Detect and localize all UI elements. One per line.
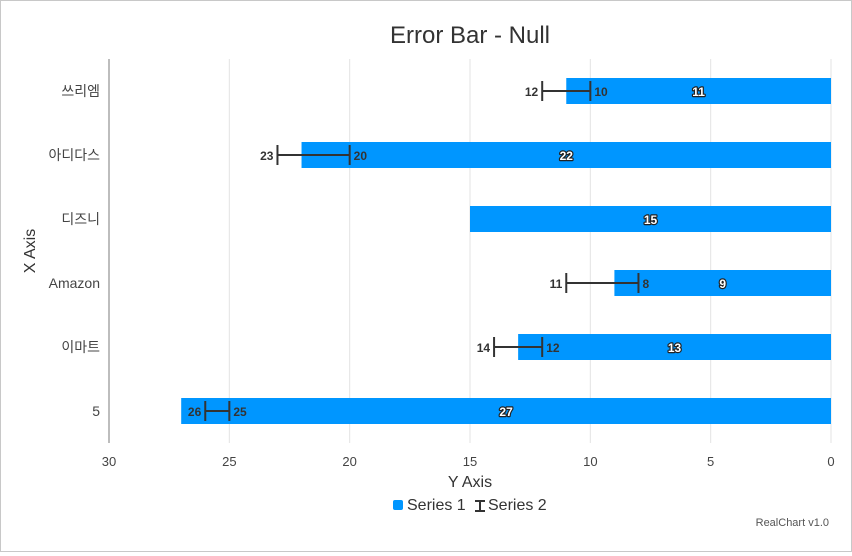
legend-series-2-marker (475, 500, 485, 512)
value-tick-label: 5 (707, 454, 714, 469)
category-label: 아디다스 (48, 147, 100, 163)
error-low-label: 8 (642, 277, 649, 291)
legend-series-2-label: Series 2 (488, 497, 547, 514)
error-high-label: 23 (260, 149, 274, 163)
bar-data-label: 22 (560, 149, 574, 163)
legend: Series 1 Series 2 (393, 497, 547, 514)
credit-label: RealChart v1.0 (755, 517, 829, 529)
category-label: 디즈니 (61, 211, 100, 227)
error-bar (276, 145, 351, 165)
bar-data-label: 11 (692, 85, 705, 99)
value-tick-label: 15 (463, 454, 477, 469)
value-tick-label: 25 (222, 454, 236, 469)
value-tick-label: 30 (102, 454, 116, 469)
error-bar (493, 337, 544, 357)
bar (614, 270, 831, 296)
chart-title: Error Bar - Null (390, 22, 550, 49)
error-low-label: 20 (354, 149, 368, 163)
bar (518, 334, 831, 360)
bar-data-label: 27 (499, 405, 513, 419)
error-high-label: 11 (550, 277, 563, 291)
value-tick-labels: 30 25 20 15 10 5 0 (102, 454, 835, 469)
value-tick-label: 10 (583, 454, 597, 469)
legend-series-1-label: Series 1 (407, 497, 466, 514)
error-low-label: 10 (594, 85, 608, 99)
bar (566, 78, 831, 104)
bar (301, 142, 831, 168)
grid-lines (108, 59, 832, 443)
bar (181, 398, 831, 424)
bar-data-label: 9 (719, 277, 726, 291)
error-bar-series: 12 10 23 20 11 8 14 12 26 25 (188, 81, 649, 421)
error-high-label: 26 (188, 405, 202, 419)
value-tick-label: 20 (342, 454, 356, 469)
bar-data-label: 13 (668, 341, 682, 355)
bar-data-label: 15 (644, 213, 658, 227)
error-bar (204, 401, 231, 421)
y-axis-title: Y Axis (448, 474, 492, 491)
category-label: Amazon (49, 275, 100, 291)
bar-series: 11 22 15 9 13 27 (181, 78, 831, 424)
error-high-label: 12 (525, 85, 539, 99)
value-tick-label: 0 (827, 454, 834, 469)
error-bar (541, 81, 592, 101)
error-low-label: 25 (233, 405, 247, 419)
legend-series-1-marker (393, 500, 403, 510)
error-high-label: 14 (477, 341, 491, 355)
category-label: 이마트 (61, 339, 100, 355)
category-label: 쓰리엠 (61, 83, 100, 99)
bar (470, 206, 831, 232)
error-low-label: 12 (546, 341, 560, 355)
x-axis-title: X Axis (22, 229, 39, 273)
category-label: 5 (92, 403, 100, 419)
error-bar (565, 273, 640, 293)
